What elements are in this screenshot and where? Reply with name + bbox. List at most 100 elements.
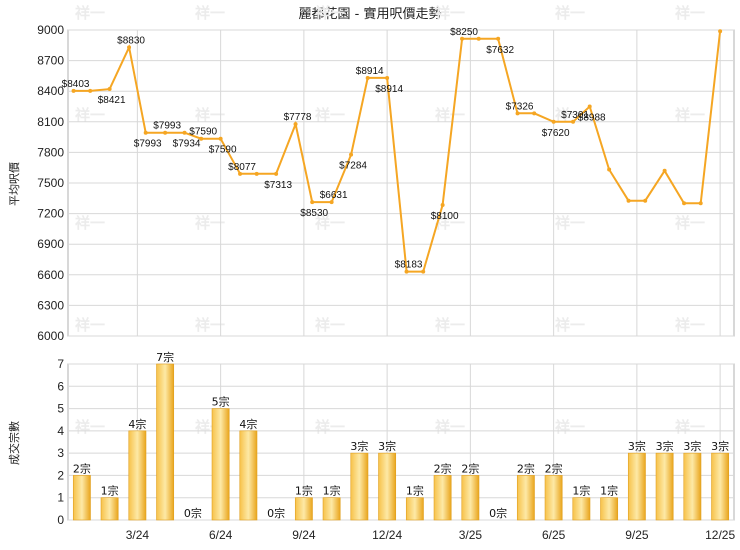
price-data-label: $8988 bbox=[578, 113, 606, 124]
bar-value-label: 0宗 bbox=[489, 506, 507, 520]
watermark-text: 祥一 bbox=[315, 316, 345, 334]
price-point bbox=[329, 200, 334, 205]
transaction-bar bbox=[461, 475, 480, 521]
watermark-text: 祥一 bbox=[555, 106, 585, 124]
x-tick-label: 6/24 bbox=[209, 528, 233, 542]
transaction-bar bbox=[211, 408, 230, 521]
line-y-tick-label: 7500 bbox=[37, 176, 64, 190]
price-point bbox=[163, 130, 168, 135]
watermark-text: 祥一 bbox=[435, 106, 465, 124]
bar-value-label: 3宗 bbox=[711, 439, 729, 453]
price-point bbox=[71, 88, 76, 93]
price-point bbox=[532, 111, 537, 116]
price-point bbox=[199, 136, 204, 141]
bar-y-axis-label: 成交宗數 bbox=[7, 421, 21, 465]
bar-value-label: 2宗 bbox=[73, 461, 91, 475]
transaction-bar bbox=[600, 497, 619, 521]
watermark-text: 祥一 bbox=[75, 4, 105, 22]
bar-value-label: 3宗 bbox=[378, 439, 396, 453]
bar-value-label: 0宗 bbox=[267, 506, 285, 520]
watermark-text: 祥一 bbox=[435, 214, 465, 232]
price-point bbox=[587, 104, 592, 109]
transaction-bar bbox=[350, 452, 369, 521]
price-point bbox=[238, 171, 243, 176]
price-point bbox=[551, 119, 556, 124]
price-point bbox=[571, 119, 576, 124]
bar-y-tick-label: 4 bbox=[57, 424, 64, 438]
price-data-label: $8830 bbox=[117, 35, 145, 46]
transaction-bar bbox=[627, 452, 646, 521]
bar-value-label: 5宗 bbox=[212, 395, 230, 409]
bar-y-tick-label: 5 bbox=[57, 402, 64, 416]
price-series-line bbox=[73, 31, 722, 273]
transaction-bar bbox=[516, 475, 535, 521]
price-line-chart: 6000 6300 6600 6900 7200 7500 7800 8100 8400 8700… bbox=[37, 23, 735, 343]
line-y-tick-label: 8400 bbox=[37, 84, 64, 98]
line-y-tick-label: 6000 bbox=[37, 329, 64, 343]
price-point bbox=[293, 122, 298, 127]
price-point bbox=[682, 201, 687, 206]
bar-y-tick-label: 0 bbox=[57, 513, 64, 527]
price-data-label: $7313 bbox=[264, 180, 292, 191]
transaction-bar bbox=[128, 430, 147, 521]
bar-y-tick-label: 3 bbox=[57, 446, 64, 460]
price-point bbox=[385, 75, 390, 80]
watermark-text: 祥一 bbox=[435, 4, 465, 22]
transaction-bar bbox=[72, 475, 91, 521]
price-point bbox=[274, 171, 279, 176]
line-y-tick-label: 6600 bbox=[37, 268, 64, 282]
price-point bbox=[718, 29, 723, 34]
price-data-label: $7993 bbox=[134, 139, 162, 150]
price-data-label: $7993 bbox=[153, 121, 181, 132]
line-y-tick-label: 8100 bbox=[37, 115, 64, 129]
price-data-label: $8077 bbox=[228, 162, 256, 173]
price-data-label: $8914 bbox=[375, 84, 403, 95]
bar-value-label: 4宗 bbox=[239, 417, 257, 431]
price-point bbox=[107, 87, 112, 92]
watermark-text: 祥一 bbox=[555, 418, 585, 436]
transaction-bar bbox=[100, 497, 119, 521]
line-y-tick-label: 6900 bbox=[37, 237, 64, 251]
price-point bbox=[404, 269, 409, 274]
line-y-tick-label: 7200 bbox=[37, 207, 64, 221]
price-data-label: $8250 bbox=[450, 27, 478, 38]
bar-value-label: 1宗 bbox=[101, 484, 119, 498]
bar-value-label: 1宗 bbox=[323, 484, 341, 498]
price-point bbox=[254, 171, 259, 176]
watermark-text: 祥一 bbox=[435, 316, 465, 334]
x-tick-label: 12/24 bbox=[372, 528, 402, 542]
watermark-text: 祥一 bbox=[195, 316, 225, 334]
x-tick-label: 3/24 bbox=[126, 528, 150, 542]
line-y-tick-label: 6300 bbox=[37, 298, 64, 312]
bar-value-label: 3宗 bbox=[350, 439, 368, 453]
watermark-text: 祥一 bbox=[675, 214, 705, 232]
bar-value-label: 1宗 bbox=[572, 484, 590, 498]
x-tick-label: 6/25 bbox=[542, 528, 566, 542]
watermark-text: 祥一 bbox=[435, 418, 465, 436]
bar-value-label: 4宗 bbox=[128, 417, 146, 431]
watermark-text: 祥一 bbox=[675, 4, 705, 22]
price-point bbox=[440, 203, 445, 208]
watermark-text: 祥一 bbox=[195, 4, 225, 22]
transaction-bar bbox=[239, 430, 258, 521]
line-y-tick-label: 9000 bbox=[37, 23, 64, 37]
bar-value-label: 3宗 bbox=[683, 439, 701, 453]
price-point bbox=[143, 130, 148, 135]
price-data-label: $8530 bbox=[300, 208, 328, 219]
price-point bbox=[662, 168, 667, 173]
watermark-text: 祥一 bbox=[75, 106, 105, 124]
price-point bbox=[218, 136, 223, 141]
price-data-label: $7284 bbox=[339, 161, 367, 172]
watermark-text: 祥一 bbox=[315, 106, 345, 124]
price-data-label: $7590 bbox=[209, 145, 237, 156]
price-data-label: $7620 bbox=[542, 128, 570, 139]
watermark-text: 祥一 bbox=[675, 316, 705, 334]
transaction-bar bbox=[322, 497, 341, 521]
watermark-text: 祥一 bbox=[555, 316, 585, 334]
bar-value-label: 1宗 bbox=[406, 484, 424, 498]
price-point bbox=[515, 111, 520, 116]
price-point bbox=[182, 130, 187, 135]
bar-value-label: 2宗 bbox=[434, 461, 452, 475]
